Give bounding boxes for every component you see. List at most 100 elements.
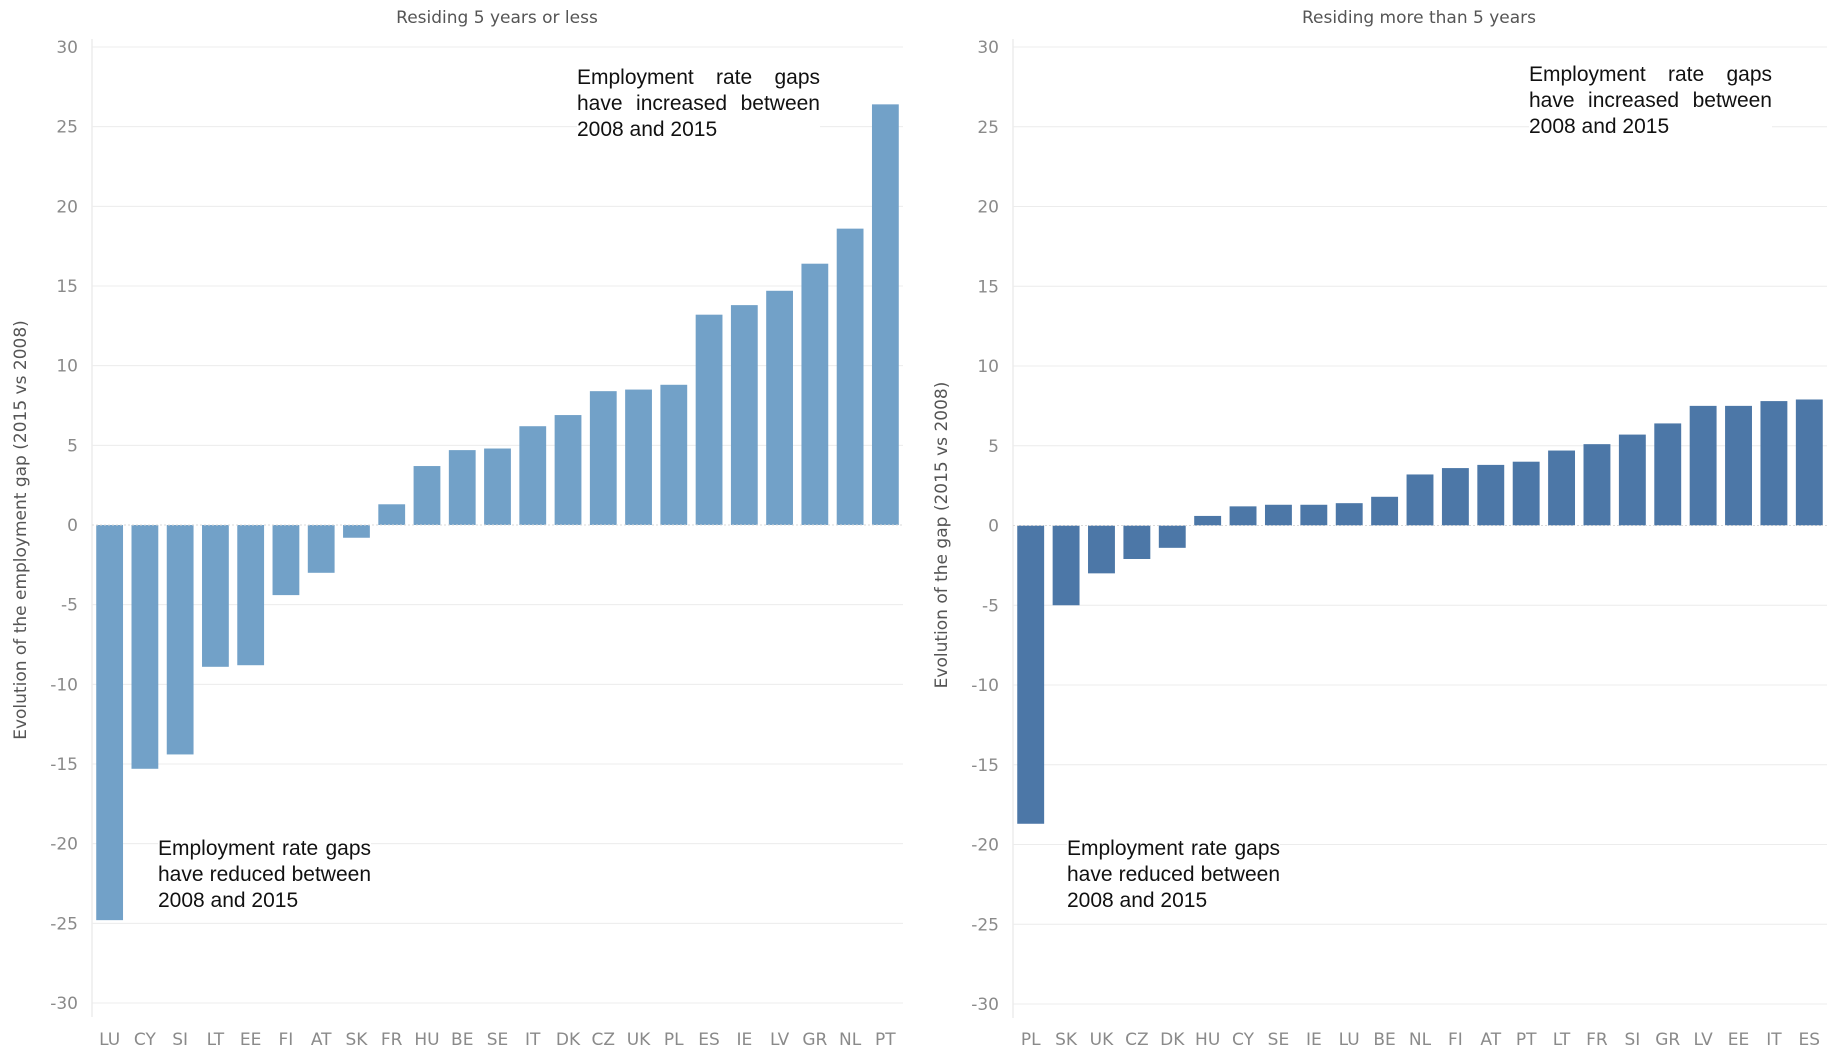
panel-residing-5-years-or-less: Residing 5 years or less Evolution of th… xyxy=(11,8,903,1050)
x-tick-label: LT xyxy=(1553,1030,1571,1050)
y-axis-label: Evolution of the gap (2015 vs 2008) xyxy=(932,382,952,689)
x-tick-label: EE xyxy=(240,1030,261,1050)
bar-sk xyxy=(343,525,370,538)
x-tick-label: SE xyxy=(487,1030,509,1050)
bar-be xyxy=(1371,496,1399,526)
x-tick-label: LU xyxy=(1339,1030,1360,1050)
x-tick-label: LT xyxy=(207,1030,225,1050)
x-tick-label: IE xyxy=(736,1030,752,1050)
x-tick-label: IT xyxy=(525,1030,541,1050)
bar-ie xyxy=(730,305,758,525)
y-axis-label: Evolution of the employment gap (2015 vs… xyxy=(11,320,31,740)
x-tick-label: ES xyxy=(1799,1030,1821,1050)
bar-at xyxy=(307,525,335,573)
bar-lv xyxy=(1689,405,1717,526)
y-tick-label: 10 xyxy=(977,357,999,377)
x-tick-label: CY xyxy=(134,1030,157,1050)
x-tick-label: FR xyxy=(1586,1030,1608,1050)
x-tick-label: PT xyxy=(875,1030,896,1050)
x-tick-label: HU xyxy=(1195,1030,1220,1050)
x-tick-label: SI xyxy=(172,1030,188,1050)
x-tick-label: SK xyxy=(345,1030,368,1050)
bar-ee xyxy=(1725,405,1752,526)
bar-series xyxy=(1013,399,1827,824)
bar-it xyxy=(1760,401,1788,526)
y-tick-label: 25 xyxy=(56,118,78,138)
x-tick-label: AT xyxy=(1480,1030,1501,1050)
bar-si xyxy=(166,525,194,755)
y-tick-label: -5 xyxy=(61,596,78,616)
x-tick-label: GR xyxy=(1655,1030,1680,1050)
bar-fr xyxy=(1583,444,1611,526)
y-tick-label: 15 xyxy=(56,277,78,297)
bar-hu xyxy=(413,466,441,525)
x-tick-label: CY xyxy=(1232,1030,1255,1050)
y-tick-label: -15 xyxy=(50,755,78,775)
x-tick-label: LV xyxy=(770,1030,790,1050)
x-tick-labels: LU CY SI LT EE FI AT SK FR HU BE SE IT DK CZ UK PL ES IE LV… xyxy=(99,1030,896,1050)
panel-title: Residing more than 5 years xyxy=(1302,8,1536,28)
y-tick-label: 20 xyxy=(977,198,999,218)
x-tick-label: BE xyxy=(1373,1030,1395,1050)
bar-pt xyxy=(1512,461,1540,526)
x-tick-label: GR xyxy=(802,1030,827,1050)
bar-lt xyxy=(1548,450,1576,526)
gridlines xyxy=(1012,39,1827,1018)
bar-uk xyxy=(1088,525,1115,574)
y-tick-labels: 30 25 20 15 10 5 0 -5 -10 -15 -20 -25 -30 xyxy=(971,38,999,1015)
annotation-increased: Employment rate gaps have increased betw… xyxy=(1529,62,1772,140)
bar-lu xyxy=(1335,503,1363,526)
x-tick-label: NL xyxy=(839,1030,862,1050)
y-tick-label: 0 xyxy=(988,517,999,537)
bar-si xyxy=(1618,434,1646,526)
annotation-increased: Employment rate gaps have increased betw… xyxy=(577,65,820,143)
x-tick-label: HU xyxy=(414,1030,439,1050)
y-tick-label: -30 xyxy=(971,995,999,1015)
bar-gr xyxy=(801,263,829,525)
bar-se xyxy=(484,448,511,525)
x-tick-label: NL xyxy=(1409,1030,1432,1050)
bar-cz xyxy=(589,391,617,525)
x-tick-label: PL xyxy=(664,1030,684,1050)
x-tick-label: FR xyxy=(381,1030,403,1050)
x-tick-label: SK xyxy=(1055,1030,1078,1050)
bar-lt xyxy=(202,525,229,667)
x-tick-label: SE xyxy=(1268,1030,1290,1050)
y-tick-label: 5 xyxy=(67,436,78,456)
y-tick-label: 30 xyxy=(56,38,78,58)
bar-pl xyxy=(1017,525,1045,824)
x-tick-label: FI xyxy=(1448,1030,1463,1050)
bar-cz xyxy=(1123,525,1151,559)
annotation-reduced: Employment rate gaps have reduced betwee… xyxy=(158,836,371,914)
y-tick-label: 20 xyxy=(56,197,78,217)
x-tick-label: ES xyxy=(698,1030,720,1050)
bar-cy xyxy=(131,525,159,769)
x-tick-label: EE xyxy=(1728,1030,1749,1050)
bar-fi xyxy=(1441,468,1469,526)
bar-series xyxy=(92,104,903,921)
bar-cy xyxy=(1229,506,1257,526)
y-tick-label: -30 xyxy=(50,994,78,1014)
bar-gr xyxy=(1654,423,1682,526)
y-tick-label: -5 xyxy=(982,596,999,616)
y-tick-label: -25 xyxy=(971,915,999,935)
y-tick-label: -20 xyxy=(971,836,999,856)
panel-residing-more-than-5-years: Residing more than 5 years Evolution of … xyxy=(932,8,1827,1050)
x-tick-label: AT xyxy=(311,1030,332,1050)
bar-ie xyxy=(1300,504,1328,526)
x-tick-label: LV xyxy=(1694,1030,1714,1050)
x-tick-label: FI xyxy=(279,1030,294,1050)
bar-dk xyxy=(1158,525,1186,548)
x-tick-label: CZ xyxy=(1125,1030,1149,1050)
bar-pl xyxy=(660,384,688,525)
bar-fi xyxy=(272,525,300,596)
x-tick-label: DK xyxy=(556,1030,581,1050)
bar-nl xyxy=(1406,474,1434,526)
y-tick-label: -20 xyxy=(50,835,78,855)
y-tick-label: 0 xyxy=(67,516,78,536)
y-tick-label: -15 xyxy=(971,756,999,776)
x-tick-label: BE xyxy=(451,1030,473,1050)
x-tick-label: PT xyxy=(1516,1030,1537,1050)
x-tick-label: SI xyxy=(1624,1030,1640,1050)
